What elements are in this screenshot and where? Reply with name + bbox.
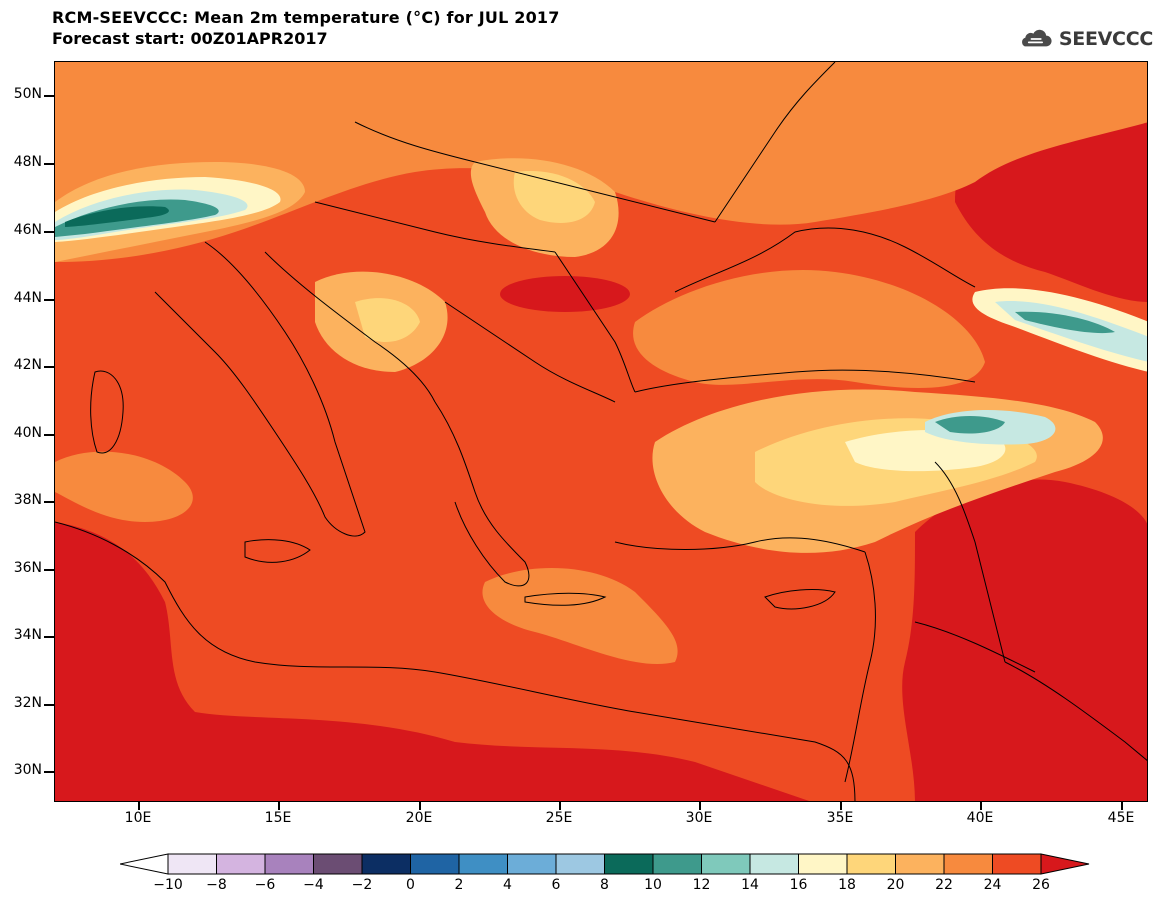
lat-label-42n: 42N bbox=[13, 357, 42, 373]
colorbar-tick-label: 8 bbox=[600, 877, 609, 893]
colorbar-swatch bbox=[798, 853, 848, 875]
map-title: RCM-SEEVCCC: Mean 2m temperature (°C) fo… bbox=[52, 8, 560, 27]
colorbar-tick-label: 0 bbox=[406, 877, 415, 893]
lon-tick bbox=[138, 802, 140, 810]
colorbar-swatch bbox=[992, 853, 1042, 875]
colorbar-swatch bbox=[652, 853, 702, 875]
temperature-field bbox=[55, 62, 1147, 801]
lat-tick bbox=[44, 771, 54, 773]
lat-label-32n: 32N bbox=[13, 695, 42, 711]
lon-label-25e: 25E bbox=[545, 810, 573, 826]
lat-label-50n: 50N bbox=[13, 86, 42, 102]
lon-tick bbox=[840, 802, 842, 810]
lon-tick bbox=[278, 802, 280, 810]
logo-text: SEEVCCC bbox=[1058, 28, 1153, 50]
colorbar bbox=[120, 853, 1090, 875]
colorbar-tick-label: 12 bbox=[692, 877, 711, 893]
colorbar-swatch bbox=[216, 853, 266, 875]
colorbar-tick-label: −10 bbox=[153, 877, 183, 893]
lat-label-30n: 30N bbox=[13, 762, 42, 778]
lon-tick bbox=[419, 802, 421, 810]
colorbar-tick-label: 24 bbox=[983, 877, 1002, 893]
lon-label-35e: 35E bbox=[826, 810, 854, 826]
cloud-logo-icon bbox=[1022, 29, 1052, 47]
lat-label-40n: 40N bbox=[13, 425, 42, 441]
colorbar-swatch bbox=[846, 853, 896, 875]
colorbar-tick-label: 10 bbox=[644, 877, 662, 893]
colorbar-tick-label: 6 bbox=[551, 877, 561, 893]
colorbar-tick-label: 16 bbox=[789, 877, 808, 893]
lat-tick bbox=[44, 636, 54, 638]
colorbar-max-triangle bbox=[1040, 853, 1090, 875]
colorbar-tick-label: 20 bbox=[886, 877, 905, 893]
lat-tick bbox=[44, 434, 54, 436]
temperature-map bbox=[54, 61, 1148, 802]
lat-label-46n: 46N bbox=[13, 222, 42, 238]
seevccc-logo: SEEVCCC bbox=[1018, 22, 1153, 56]
colorbar-swatch bbox=[458, 853, 508, 875]
colorbar-tick-label: −2 bbox=[351, 877, 373, 893]
lon-tick bbox=[980, 802, 982, 810]
colorbar-swatch bbox=[943, 853, 993, 875]
lat-tick bbox=[44, 704, 54, 706]
lon-tick bbox=[1121, 802, 1123, 810]
lon-label-45e: 45E bbox=[1107, 810, 1135, 826]
colorbar-tick-label: −4 bbox=[303, 877, 324, 893]
colorbar-tick-label: 26 bbox=[1032, 877, 1050, 893]
colorbar-tick-label: −6 bbox=[254, 877, 276, 893]
lat-tick bbox=[44, 501, 54, 503]
colorbar-tick-label: −8 bbox=[206, 877, 227, 893]
lat-tick bbox=[44, 163, 54, 165]
colorbar-swatch bbox=[749, 853, 799, 875]
colorbar-min-triangle bbox=[120, 853, 169, 875]
colorbar-swatch bbox=[361, 853, 411, 875]
lon-tick bbox=[559, 802, 561, 810]
colorbar-swatch bbox=[507, 853, 557, 875]
colorbar-swatch bbox=[701, 853, 751, 875]
colorbar-swatch bbox=[410, 853, 460, 875]
forecast-start-subtitle: Forecast start: 00Z01APR2017 bbox=[52, 29, 328, 48]
colorbar-swatch bbox=[167, 853, 217, 875]
colorbar-tick-label: 2 bbox=[454, 877, 464, 893]
lat-tick bbox=[44, 231, 54, 233]
lat-tick bbox=[44, 299, 54, 301]
colorbar-tick-label: 4 bbox=[503, 877, 512, 893]
lat-label-38n: 38N bbox=[13, 492, 42, 508]
lat-tick bbox=[44, 569, 54, 571]
lat-label-44n: 44N bbox=[13, 290, 42, 306]
colorbar-swatch bbox=[555, 853, 605, 875]
lat-label-48n: 48N bbox=[13, 154, 42, 170]
lon-label-15e: 15E bbox=[264, 810, 292, 826]
colorbar-swatch bbox=[895, 853, 945, 875]
colorbar-tick-label: 14 bbox=[741, 877, 759, 893]
colorbar-tick-label: 18 bbox=[838, 877, 856, 893]
colorbar-tick-label: 22 bbox=[935, 877, 953, 893]
lon-label-20e: 20E bbox=[405, 810, 433, 826]
lon-label-30e: 30E bbox=[685, 810, 713, 826]
lat-tick bbox=[44, 95, 54, 97]
colorbar-swatch bbox=[604, 853, 654, 875]
lat-label-36n: 36N bbox=[13, 560, 42, 576]
lon-tick bbox=[699, 802, 701, 810]
lat-tick bbox=[44, 366, 54, 368]
colorbar-swatch bbox=[313, 853, 363, 875]
lon-label-40e: 40E bbox=[966, 810, 994, 826]
colorbar-swatch bbox=[264, 853, 314, 875]
lat-label-34n: 34N bbox=[13, 627, 42, 643]
lon-label-10e: 10E bbox=[124, 810, 152, 826]
